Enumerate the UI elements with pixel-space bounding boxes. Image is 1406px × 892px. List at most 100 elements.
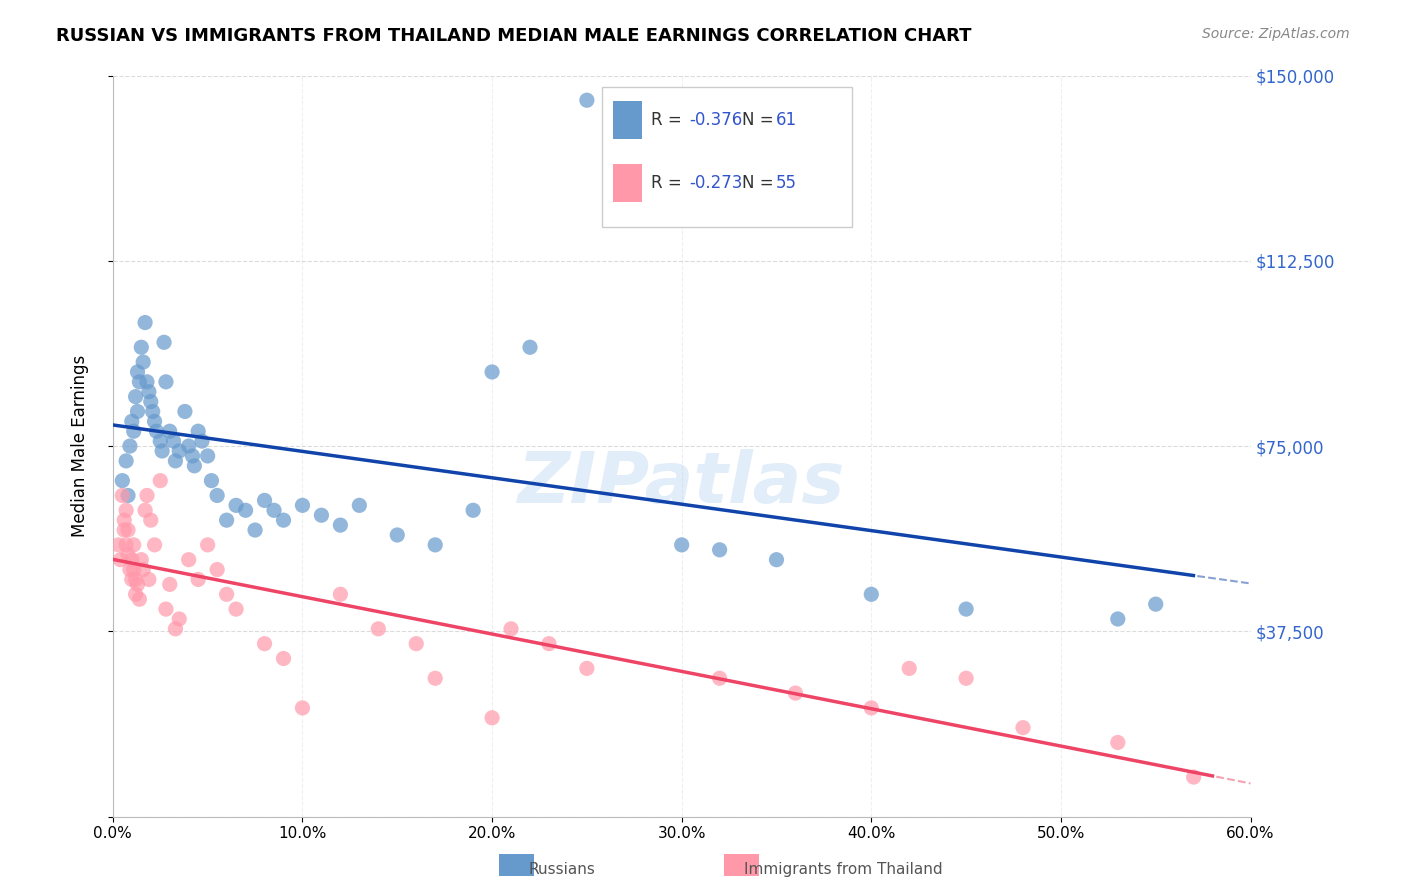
Point (177, 552, 200, 566)
Point (122, 424, 145, 438)
Point (159, 424, 181, 438)
Point (200, 474, 222, 488)
Point (165, 454, 187, 468)
Point (136, 375, 159, 389)
Point (117, 548, 139, 562)
Point (111, 488, 134, 502)
Point (121, 414, 143, 428)
Text: Russians: Russians (529, 863, 596, 877)
Point (134, 316, 156, 330)
Point (860, 587, 883, 601)
Point (1144, 597, 1167, 611)
Point (128, 375, 150, 389)
Point (860, 701, 883, 715)
Point (129, 340, 152, 354)
Point (575, 93, 598, 107)
Text: R =: R = (651, 174, 688, 192)
Point (112, 513, 135, 527)
Point (167, 612, 190, 626)
Point (349, 499, 371, 513)
Text: R =: R = (651, 111, 688, 129)
Point (197, 449, 219, 463)
Point (181, 449, 204, 463)
Point (127, 365, 149, 379)
Point (115, 503, 138, 517)
Point (461, 503, 484, 517)
Text: N =: N = (742, 111, 779, 129)
Point (165, 622, 187, 636)
Point (139, 394, 162, 409)
Y-axis label: Median Male Earnings: Median Male Earnings (72, 355, 89, 537)
Point (405, 637, 427, 651)
Point (121, 573, 143, 587)
Point (785, 686, 807, 700)
Point (613, 178, 636, 192)
Point (187, 573, 209, 587)
Point (253, 637, 276, 651)
Point (519, 340, 541, 354)
Point (132, 355, 155, 369)
Point (205, 563, 228, 577)
Point (149, 474, 172, 488)
Point (118, 439, 141, 453)
Text: -0.376: -0.376 (690, 111, 742, 129)
Point (225, 499, 247, 513)
Point (155, 375, 177, 389)
Point (128, 592, 150, 607)
Text: RUSSIAN VS IMMIGRANTS FROM THAILAND MEDIAN MALE EARNINGS CORRELATION CHART: RUSSIAN VS IMMIGRANTS FROM THAILAND MEDI… (56, 27, 972, 45)
Point (162, 434, 184, 449)
Point (291, 701, 314, 715)
Text: 61: 61 (776, 111, 797, 129)
Text: N =: N = (742, 174, 779, 192)
Point (138, 384, 160, 399)
Point (225, 602, 247, 616)
Point (263, 503, 285, 517)
Point (110, 552, 132, 566)
Point (124, 573, 146, 587)
Point (205, 488, 228, 502)
Point (253, 493, 276, 508)
Point (215, 587, 238, 601)
Text: 55: 55 (776, 174, 797, 192)
Point (329, 587, 352, 601)
Point (197, 538, 219, 552)
Point (273, 651, 295, 665)
Point (1182, 770, 1205, 784)
Point (671, 538, 693, 552)
Point (425, 671, 447, 685)
Point (115, 454, 138, 468)
Point (117, 523, 139, 537)
Point (115, 538, 138, 552)
Point (129, 552, 152, 566)
Point (273, 513, 295, 527)
Point (167, 444, 190, 458)
Point (955, 602, 977, 616)
Point (709, 671, 731, 685)
Point (955, 671, 977, 685)
Point (709, 542, 731, 557)
Point (127, 404, 149, 418)
Point (177, 439, 200, 453)
Point (183, 458, 205, 473)
Point (122, 538, 145, 552)
Point (235, 503, 257, 517)
Point (291, 499, 314, 513)
Point (139, 513, 162, 527)
Point (187, 424, 209, 438)
Point (425, 538, 447, 552)
Point (143, 414, 166, 428)
Text: Source: ZipAtlas.com: Source: ZipAtlas.com (1202, 27, 1350, 41)
Point (898, 661, 921, 675)
Point (367, 622, 389, 636)
Point (122, 563, 145, 577)
Text: -0.273: -0.273 (690, 174, 742, 192)
Point (537, 637, 560, 651)
Point (132, 563, 155, 577)
Text: ZIPatlas: ZIPatlas (517, 449, 845, 517)
Point (127, 577, 149, 591)
Bar (613, 164, 643, 202)
Point (107, 538, 129, 552)
Point (134, 503, 156, 517)
Point (1012, 721, 1035, 735)
Text: Immigrants from Thailand: Immigrants from Thailand (744, 863, 943, 877)
